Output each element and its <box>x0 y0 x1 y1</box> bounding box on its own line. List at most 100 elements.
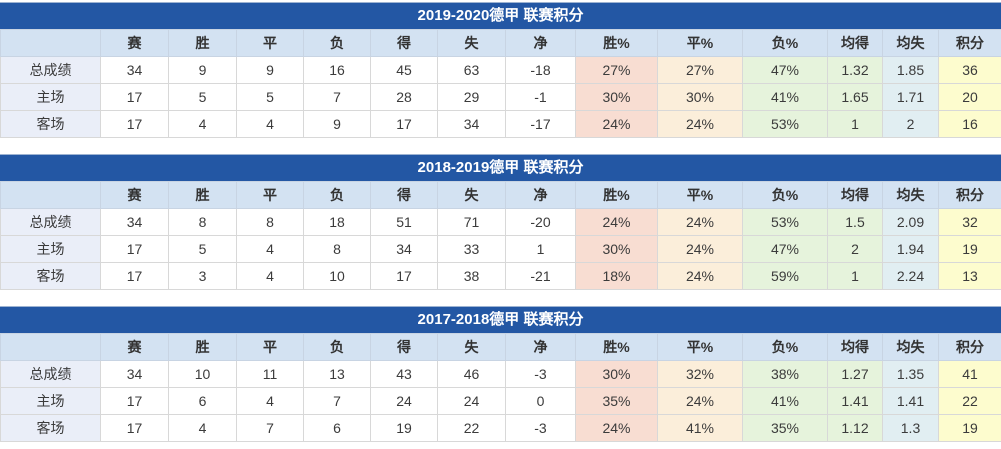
cell-goal-diff: -3 <box>505 360 576 388</box>
row-label: 主场 <box>0 83 101 111</box>
header-row: 赛 胜 平 负 得 失 净 胜% 平% 负% 均得 均失 积分 <box>0 29 1001 57</box>
cell-games: 17 <box>100 110 169 138</box>
cell-goal-diff: -21 <box>505 262 576 290</box>
stats-table: 赛 胜 平 负 得 失 净 胜% 平% 负% 均得 均失 积分 总成绩 34 8… <box>0 181 1001 290</box>
cell-draws: 9 <box>236 56 304 84</box>
cell-loss-pct: 41% <box>742 83 828 111</box>
cell-goals-for: 34 <box>370 235 438 263</box>
row-label: 总成绩 <box>0 56 101 84</box>
cell-points: 32 <box>938 208 1001 236</box>
cell-avg-goals-for: 1.5 <box>827 208 883 236</box>
col-header-goals-against: 失 <box>437 181 506 209</box>
cell-loss-pct: 47% <box>742 235 828 263</box>
cell-wins: 5 <box>168 235 237 263</box>
cell-loss-pct: 47% <box>742 56 828 84</box>
cell-wins: 4 <box>168 110 237 138</box>
col-header-draw-pct: 平% <box>657 181 743 209</box>
cell-win-pct: 30% <box>575 360 658 388</box>
col-header-draw-pct: 平% <box>657 29 743 57</box>
table-row-total: 总成绩 34 9 9 16 45 63 -18 27% 27% 47% 1.32… <box>0 56 1001 84</box>
col-header-goals-against: 失 <box>437 29 506 57</box>
cell-games: 17 <box>100 387 169 415</box>
cell-games: 34 <box>100 56 169 84</box>
table-row-home: 主场 17 5 5 7 28 29 -1 30% 30% 41% 1.65 1.… <box>0 83 1001 111</box>
cell-loss-pct: 59% <box>742 262 828 290</box>
cell-wins: 5 <box>168 83 237 111</box>
cell-win-pct: 24% <box>575 208 658 236</box>
cell-goal-diff: -1 <box>505 83 576 111</box>
col-header-avg-goals-for: 均得 <box>827 181 883 209</box>
season-table-2017-2018: 2017-2018德甲 联赛积分 赛 胜 平 负 得 失 净 胜% 平% 负% … <box>0 306 1001 442</box>
cell-avg-goals-against: 1.41 <box>882 387 939 415</box>
cell-draw-pct: 24% <box>657 208 743 236</box>
cell-losses: 10 <box>303 262 371 290</box>
cell-goal-diff: -17 <box>505 110 576 138</box>
table-row-home: 主场 17 5 4 8 34 33 1 30% 24% 47% 2 1.94 1… <box>0 235 1001 263</box>
cell-goal-diff: 1 <box>505 235 576 263</box>
cell-games: 17 <box>100 235 169 263</box>
cell-goals-against: 34 <box>437 110 506 138</box>
col-header-points: 积分 <box>938 333 1001 361</box>
col-header-losses: 负 <box>303 181 371 209</box>
cell-wins: 8 <box>168 208 237 236</box>
cell-games: 17 <box>100 83 169 111</box>
cell-points: 22 <box>938 387 1001 415</box>
cell-avg-goals-for: 1 <box>827 262 883 290</box>
col-header-loss-pct: 负% <box>742 181 828 209</box>
cell-avg-goals-against: 1.85 <box>882 56 939 84</box>
table-title: 2018-2019德甲 联赛积分 <box>0 154 1001 181</box>
col-header-losses: 负 <box>303 29 371 57</box>
cell-goal-diff: 0 <box>505 387 576 415</box>
corner-cell <box>0 181 101 209</box>
season-table-2019-2020: 2019-2020德甲 联赛积分 赛 胜 平 负 得 失 净 胜% 平% 负% … <box>0 2 1001 138</box>
cell-losses: 7 <box>303 83 371 111</box>
cell-loss-pct: 38% <box>742 360 828 388</box>
col-header-wins: 胜 <box>168 29 237 57</box>
corner-cell <box>0 333 101 361</box>
cell-draw-pct: 24% <box>657 235 743 263</box>
cell-avg-goals-for: 1.27 <box>827 360 883 388</box>
table-row-home: 主场 17 6 4 7 24 24 0 35% 24% 41% 1.41 1.4… <box>0 387 1001 415</box>
col-header-goal-diff: 净 <box>505 29 576 57</box>
cell-losses: 9 <box>303 110 371 138</box>
cell-goals-for: 17 <box>370 110 438 138</box>
cell-points: 19 <box>938 235 1001 263</box>
table-row-away: 客场 17 4 4 9 17 34 -17 24% 24% 53% 1 2 16 <box>0 110 1001 138</box>
cell-goals-against: 29 <box>437 83 506 111</box>
cell-wins: 10 <box>168 360 237 388</box>
cell-goals-against: 24 <box>437 387 506 415</box>
col-header-avg-goals-for: 均得 <box>827 333 883 361</box>
cell-win-pct: 24% <box>575 414 658 442</box>
cell-draw-pct: 24% <box>657 110 743 138</box>
cell-losses: 16 <box>303 56 371 84</box>
cell-draw-pct: 41% <box>657 414 743 442</box>
table-row-away: 客场 17 3 4 10 17 38 -21 18% 24% 59% 1 2.2… <box>0 262 1001 290</box>
col-header-win-pct: 胜% <box>575 181 658 209</box>
row-label: 主场 <box>0 235 101 263</box>
cell-goals-against: 38 <box>437 262 506 290</box>
cell-win-pct: 35% <box>575 387 658 415</box>
cell-loss-pct: 53% <box>742 208 828 236</box>
table-row-away: 客场 17 4 7 6 19 22 -3 24% 41% 35% 1.12 1.… <box>0 414 1001 442</box>
cell-avg-goals-against: 1.71 <box>882 83 939 111</box>
cell-goal-diff: -3 <box>505 414 576 442</box>
cell-goals-against: 63 <box>437 56 506 84</box>
col-header-draw-pct: 平% <box>657 333 743 361</box>
cell-loss-pct: 41% <box>742 387 828 415</box>
cell-points: 41 <box>938 360 1001 388</box>
col-header-goals-against: 失 <box>437 333 506 361</box>
col-header-avg-goals-against: 均失 <box>882 181 939 209</box>
cell-wins: 6 <box>168 387 237 415</box>
cell-draw-pct: 27% <box>657 56 743 84</box>
cell-avg-goals-against: 1.94 <box>882 235 939 263</box>
stats-table: 赛 胜 平 负 得 失 净 胜% 平% 负% 均得 均失 积分 总成绩 34 1… <box>0 333 1001 442</box>
row-label: 总成绩 <box>0 208 101 236</box>
col-header-loss-pct: 负% <box>742 333 828 361</box>
col-header-goals-for: 得 <box>370 181 438 209</box>
cell-loss-pct: 35% <box>742 414 828 442</box>
row-label: 客场 <box>0 414 101 442</box>
col-header-goal-diff: 净 <box>505 333 576 361</box>
col-header-points: 积分 <box>938 29 1001 57</box>
cell-points: 36 <box>938 56 1001 84</box>
table-title: 2017-2018德甲 联赛积分 <box>0 306 1001 333</box>
